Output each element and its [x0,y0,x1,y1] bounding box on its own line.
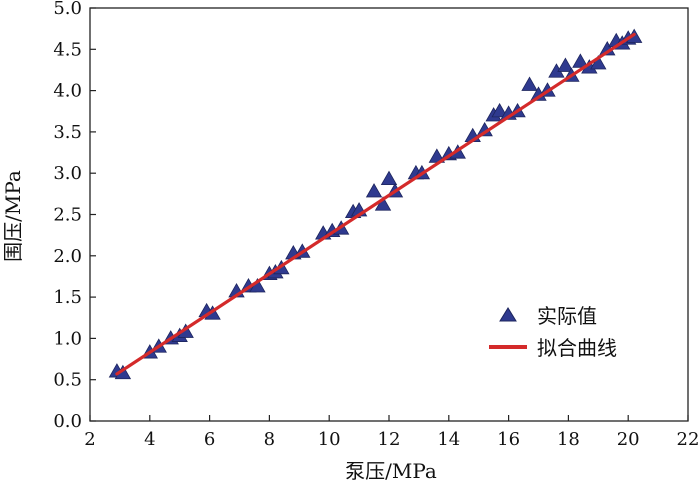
x-tick-label: 20 [617,429,640,450]
data-point-triangle [365,183,383,198]
y-tick-label: 2.5 [53,205,82,226]
y-tick-label: 0.5 [53,370,82,391]
x-tick-label: 6 [204,429,215,450]
y-tick-label: 3.0 [53,163,82,184]
legend-triangle-marker [499,307,517,322]
y-tick-label: 3.5 [53,122,82,143]
data-point-triangle [521,76,538,91]
x-tick-label: 10 [318,429,341,450]
x-axis-title: 泵压/MPa [345,459,437,483]
data-point-triangle [374,196,392,211]
y-tick-label: 5.0 [53,0,82,19]
y-tick-label: 1.5 [53,287,82,308]
tick-group: 2 4 6 8 10 12 14 16 18 20 22 0.0 0.5 1.0 1.5 2.0 2.5 3.0 3… [53,0,699,450]
legend-label-actual: 实际值 [537,304,597,328]
data-point-triangle [590,55,607,70]
marks-group [108,28,643,380]
x-tick-label: 16 [497,429,520,450]
x-tick-label: 4 [144,429,155,450]
legend: 实际值 拟合曲线 [489,304,617,360]
x-tick-label: 12 [378,429,401,450]
x-tick-label: 18 [557,429,580,450]
y-tick-label: 1.0 [53,328,82,349]
legend-label-fit: 拟合曲线 [537,336,617,360]
fit-line [115,32,636,376]
data-point-triangle [380,170,398,186]
data-point-triangle [557,57,574,72]
x-tick-label: 2 [84,429,95,450]
x-tick-label: 8 [264,429,275,450]
data-point-triangle [491,102,508,118]
y-tick-label: 2.0 [53,246,82,267]
y-axis-title: 围压/MPa [1,170,25,262]
y-tick-label: 4.5 [53,39,82,60]
y-tick-label: 0.0 [53,411,82,432]
x-tick-label: 22 [677,429,700,450]
x-tick-label: 14 [437,429,460,450]
data-point-triangle [572,53,589,68]
y-tick-label: 4.0 [53,81,82,102]
